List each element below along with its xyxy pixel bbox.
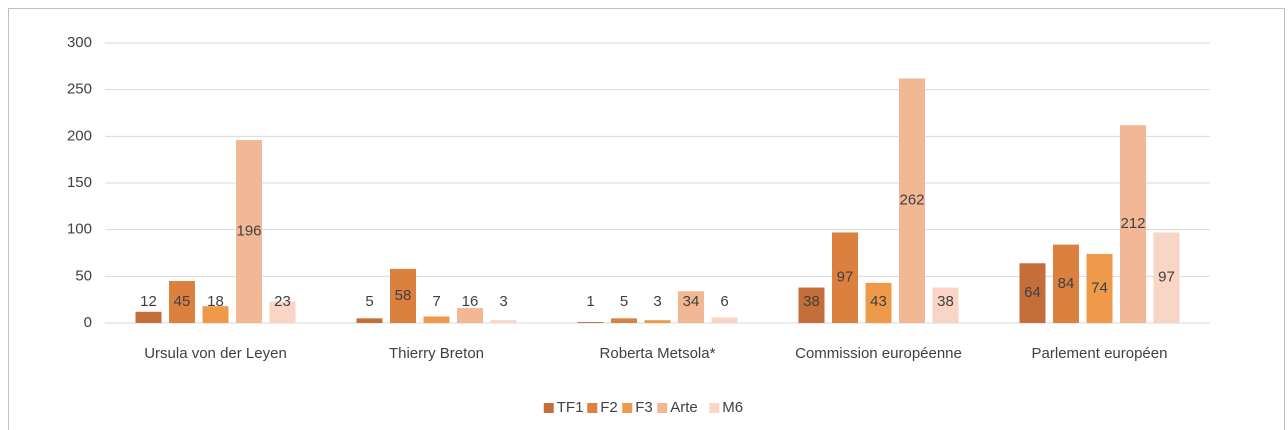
data-label: 6 — [720, 293, 728, 310]
legend-label: F3 — [635, 399, 653, 416]
bar — [356, 318, 383, 323]
x-tick-label: Ursula von der Leyen — [144, 345, 287, 362]
x-tick-label: Commission européenne — [795, 345, 962, 362]
data-label: 97 — [837, 269, 854, 286]
data-label: 5 — [365, 293, 373, 310]
bar — [423, 316, 450, 323]
y-tick-label: 100 — [67, 221, 92, 238]
data-label: 196 — [236, 223, 261, 240]
data-label: 45 — [174, 293, 191, 310]
bar — [135, 311, 162, 323]
chart-frame — [8, 8, 1285, 430]
legend-swatch — [709, 403, 720, 413]
data-label: 212 — [1120, 215, 1145, 232]
bar — [932, 287, 959, 323]
bar — [457, 308, 483, 323]
data-label: 38 — [937, 293, 954, 310]
data-label: 58 — [395, 287, 412, 304]
data-label: 3 — [653, 293, 661, 310]
data-label: 64 — [1024, 284, 1041, 301]
data-label: 97 — [1158, 269, 1175, 286]
data-label: 3 — [499, 293, 507, 310]
bar — [1086, 253, 1113, 323]
data-label: 18 — [207, 293, 224, 310]
x-tick-label: Roberta Metsola* — [600, 345, 716, 362]
data-label: 262 — [899, 192, 924, 209]
data-label: 1 — [586, 293, 594, 310]
legend-label: M6 — [722, 399, 743, 416]
data-label: 16 — [462, 293, 479, 310]
legend-swatch — [657, 403, 668, 413]
legend-swatch — [622, 403, 633, 413]
bar — [577, 322, 604, 323]
bar — [798, 287, 825, 323]
data-label: 23 — [274, 293, 291, 310]
bar — [390, 268, 416, 323]
legend-label: F2 — [600, 399, 618, 416]
bar — [678, 291, 704, 323]
y-tick-label: 250 — [67, 81, 92, 98]
bar — [236, 140, 262, 323]
bar — [202, 306, 229, 323]
legend-swatch — [543, 403, 554, 413]
bar — [1120, 125, 1146, 323]
legend-label: Arte — [670, 399, 698, 416]
data-label: 84 — [1058, 275, 1075, 292]
bar — [865, 282, 892, 323]
x-tick-label: Thierry Breton — [389, 345, 484, 362]
bar — [832, 232, 858, 323]
data-label: 12 — [140, 293, 157, 310]
x-tick-label: Parlement européen — [1032, 345, 1168, 362]
data-label: 7 — [432, 293, 440, 310]
legend-label: TF1 — [557, 399, 584, 416]
data-label: 34 — [683, 293, 700, 310]
data-label: 74 — [1091, 279, 1108, 296]
bar — [1153, 232, 1180, 323]
bar — [644, 320, 671, 323]
y-tick-label: 300 — [67, 34, 92, 51]
y-tick-label: 0 — [84, 314, 92, 331]
data-label: 5 — [620, 293, 628, 310]
y-tick-label: 50 — [75, 267, 92, 284]
bar — [490, 320, 517, 323]
bar — [899, 78, 925, 323]
y-tick-label: 150 — [67, 174, 92, 191]
bar — [1053, 244, 1079, 323]
data-label: 38 — [803, 293, 820, 310]
legend-swatch — [587, 403, 598, 413]
bar — [269, 301, 296, 323]
bar — [169, 281, 195, 323]
data-label: 43 — [870, 293, 887, 310]
bar — [611, 318, 637, 323]
bar — [1019, 263, 1046, 323]
bar — [711, 317, 738, 323]
y-tick-label: 200 — [67, 127, 92, 144]
